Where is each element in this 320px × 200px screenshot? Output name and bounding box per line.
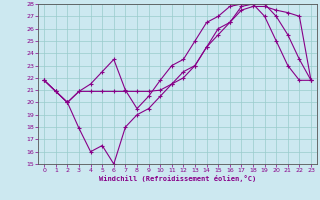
- X-axis label: Windchill (Refroidissement éolien,°C): Windchill (Refroidissement éolien,°C): [99, 175, 256, 182]
